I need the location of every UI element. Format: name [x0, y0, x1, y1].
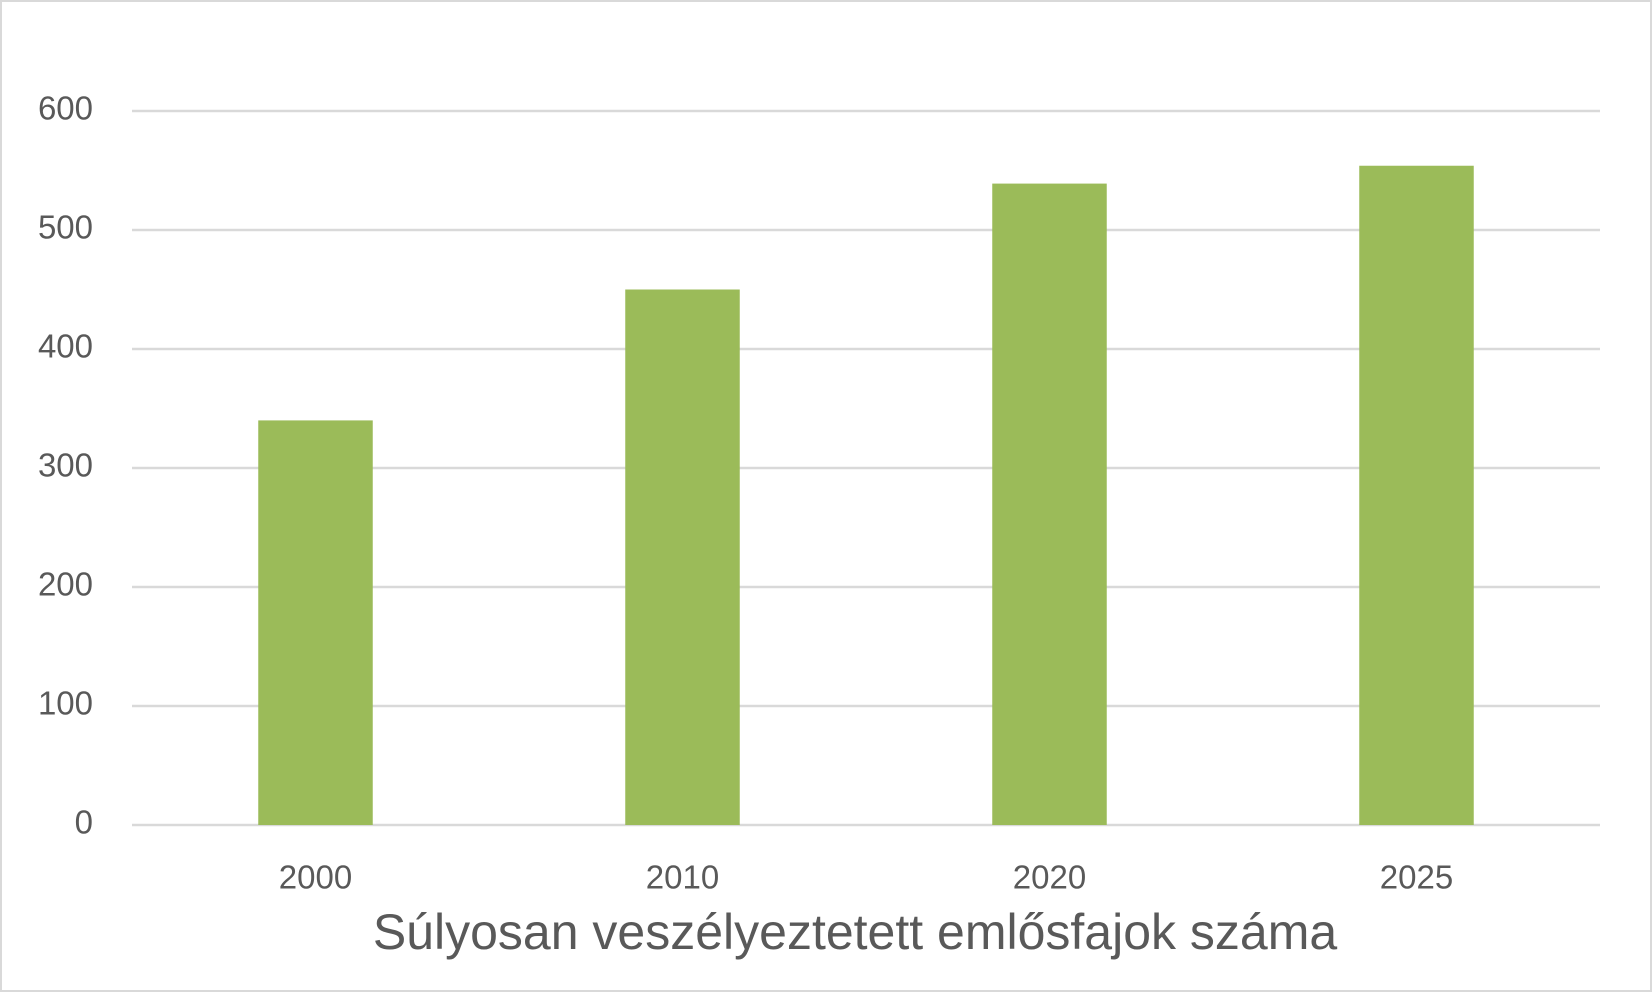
y-tick-label: 0	[75, 804, 93, 841]
bar	[625, 289, 740, 825]
x-tick-label: 2010	[646, 859, 719, 896]
bar	[992, 183, 1107, 826]
bar	[258, 420, 373, 825]
x-tick-label: 2000	[279, 859, 352, 896]
y-tick-label: 500	[38, 209, 93, 246]
chart-title: Súlyosan veszélyeztetett emlősfajok szám…	[373, 904, 1338, 960]
x-tick-label: 2020	[1013, 859, 1086, 896]
y-tick-label: 600	[38, 90, 93, 127]
x-tick-label: 2025	[1380, 859, 1453, 896]
y-tick-label: 100	[38, 685, 93, 722]
y-tick-label: 200	[38, 566, 93, 603]
y-tick-label: 400	[38, 328, 93, 365]
bar	[1359, 165, 1474, 826]
y-tick-label: 300	[38, 447, 93, 484]
